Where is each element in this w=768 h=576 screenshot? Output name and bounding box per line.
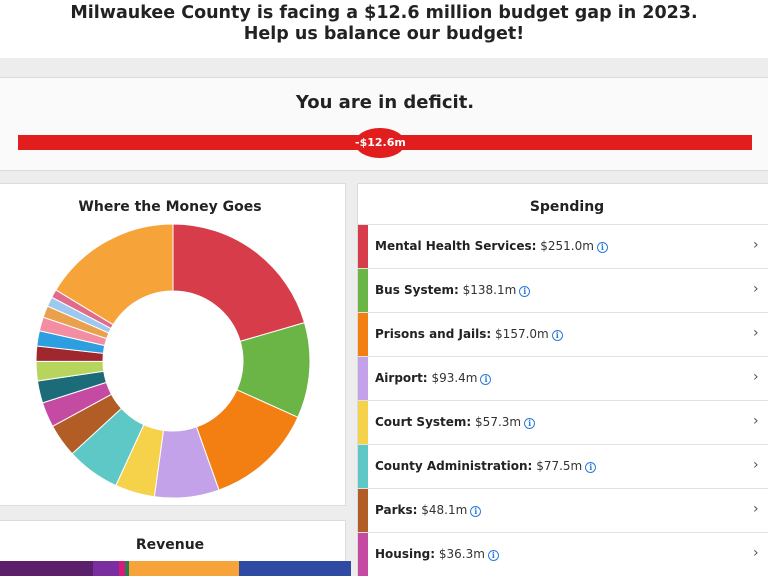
- spending-row[interactable]: Prisons and Jails: $157.0m i ›: [358, 312, 768, 356]
- spending-list: Mental Health Services: $251.0m i › Bus S…: [358, 224, 768, 576]
- spending-item-amount: $157.0m: [495, 327, 549, 341]
- spending-item-name: Parks:: [375, 503, 418, 517]
- info-icon[interactable]: i: [585, 462, 597, 473]
- deficit-balance-badge: -$12.6m: [355, 128, 406, 158]
- spending-item-amount: $251.0m: [540, 239, 594, 253]
- spending-item-name: Prisons and Jails:: [375, 327, 492, 341]
- spending-row[interactable]: Court System: $57.3m i ›: [358, 400, 768, 444]
- spending-color-swatch: [358, 357, 368, 400]
- where-money-goes-card: Where the Money Goes: [0, 183, 346, 506]
- spending-item-amount: $93.4m: [431, 371, 478, 385]
- spending-color-swatch: [358, 269, 368, 312]
- donut-slice[interactable]: [172, 223, 306, 342]
- page-headline: Milwaukee County is facing a $12.6 milli…: [0, 0, 768, 58]
- spending-color-swatch: [358, 401, 368, 444]
- revenue-segment[interactable]: [0, 561, 93, 576]
- spending-row[interactable]: Bus System: $138.1m i ›: [358, 268, 768, 312]
- chevron-right-icon[interactable]: ›: [753, 501, 759, 517]
- spending-row[interactable]: Parks: $48.1m i ›: [358, 488, 768, 532]
- info-icon[interactable]: i: [596, 242, 608, 253]
- spending-item-name: Housing:: [375, 547, 436, 561]
- info-icon[interactable]: i: [480, 374, 492, 385]
- chevron-right-icon[interactable]: ›: [753, 237, 759, 253]
- money-chart-title: Where the Money Goes: [78, 199, 262, 215]
- revenue-segment[interactable]: [119, 561, 125, 576]
- headline-text: Milwaukee County is facing a $12.6 milli…: [70, 3, 698, 44]
- info-icon[interactable]: i: [487, 550, 499, 561]
- chevron-right-icon[interactable]: ›: [753, 325, 759, 341]
- spending-donut-chart: [35, 223, 311, 499]
- revenue-segment[interactable]: [129, 561, 239, 576]
- deficit-title: You are in deficit.: [295, 92, 475, 113]
- spending-item-name: Airport:: [375, 371, 428, 385]
- spending-color-swatch: [358, 489, 368, 532]
- spending-title: Spending: [529, 199, 605, 215]
- spending-color-swatch: [358, 445, 368, 488]
- spending-item-amount: $48.1m: [421, 503, 468, 517]
- chevron-right-icon[interactable]: ›: [753, 457, 759, 473]
- spending-item-amount: $77.5m: [536, 459, 583, 473]
- chevron-right-icon[interactable]: ›: [753, 413, 759, 429]
- spending-item-name: County Administration:: [375, 459, 533, 473]
- spending-row[interactable]: County Administration: $77.5m i ›: [358, 444, 768, 488]
- spending-row[interactable]: Mental Health Services: $251.0m i ›: [358, 224, 768, 268]
- revenue-segment[interactable]: [239, 561, 351, 576]
- spending-color-swatch: [358, 225, 368, 268]
- spending-item-amount: $36.3m: [438, 547, 485, 561]
- chevron-right-icon[interactable]: ›: [753, 369, 759, 385]
- donut-slice[interactable]: [55, 223, 174, 326]
- chevron-right-icon[interactable]: ›: [753, 281, 759, 297]
- revenue-title: Revenue: [135, 537, 205, 553]
- spending-color-swatch: [358, 533, 368, 576]
- spending-color-swatch: [358, 313, 368, 356]
- chevron-right-icon[interactable]: ›: [753, 545, 759, 561]
- spending-item-name: Mental Health Services:: [375, 239, 537, 253]
- deficit-status-card: You are in deficit. -$12.6m: [0, 77, 768, 171]
- revenue-card: Revenue: [0, 520, 351, 576]
- spending-row[interactable]: Airport: $93.4m i ›: [358, 356, 768, 400]
- spending-row[interactable]: Housing: $36.3m i ›: [358, 532, 768, 576]
- info-icon[interactable]: i: [524, 418, 536, 429]
- spending-item-amount: $138.1m: [462, 283, 517, 297]
- info-icon[interactable]: i: [470, 506, 482, 517]
- info-icon[interactable]: i: [519, 286, 531, 297]
- spending-item-name: Bus System:: [375, 283, 459, 297]
- spending-item-name: Court System:: [375, 415, 472, 429]
- revenue-segment[interactable]: [125, 561, 129, 576]
- revenue-segment[interactable]: [93, 561, 119, 576]
- info-icon[interactable]: i: [551, 330, 563, 341]
- spending-card: Spending Mental Health Services: $251.0m…: [357, 183, 768, 576]
- spending-item-amount: $57.3m: [475, 415, 522, 429]
